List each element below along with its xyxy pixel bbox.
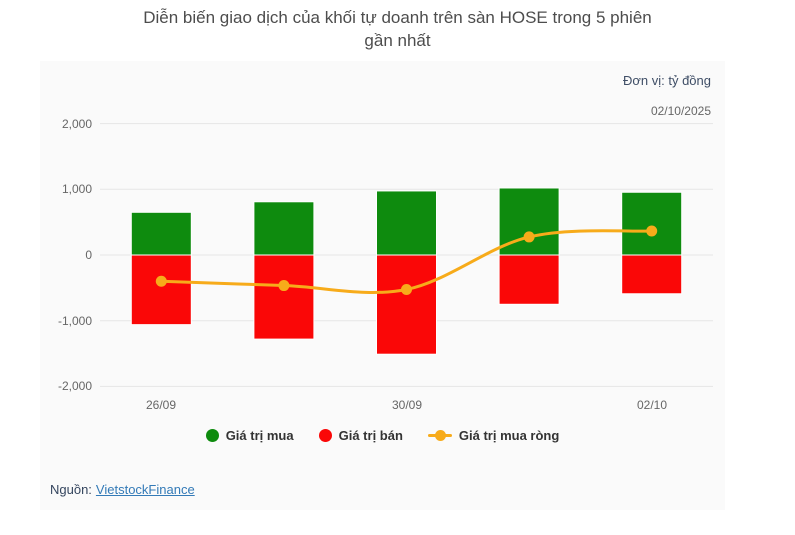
- source-link[interactable]: VietstockFinance: [95, 482, 195, 497]
- legend: Giá trị mua Giá trị bán Giá trị mua ròng: [40, 425, 725, 445]
- x-axis-label: 02/10: [636, 398, 668, 412]
- y-axis-label: -2,000: [57, 379, 92, 393]
- source-prefix: Nguồn:: [50, 482, 92, 497]
- y-axis-label: 1,000: [61, 182, 92, 196]
- legend-label-buy: Giá trị mua: [225, 427, 294, 443]
- y-axis-label: 2,000: [61, 117, 92, 131]
- unit-label: Đơn vị: tỷ đồng: [622, 73, 711, 88]
- bar-sell[interactable]: [376, 254, 437, 355]
- date-label: 02/10/2025: [650, 104, 711, 118]
- y-axis-label: 0: [85, 248, 92, 262]
- legend-item-sell[interactable]: Giá trị bán: [318, 427, 403, 443]
- chart-svg: [100, 123, 713, 387]
- sell-series-icon: [318, 428, 332, 442]
- legend-item-net[interactable]: Giá trị mua ròng: [427, 427, 560, 443]
- bar-buy[interactable]: [253, 201, 315, 256]
- legend-label-net: Giá trị mua ròng: [458, 427, 560, 443]
- net-point[interactable]: [155, 275, 167, 287]
- net-point[interactable]: [278, 280, 290, 292]
- x-axis-label: 26/09: [145, 398, 177, 412]
- x-axis-label: 30/09: [391, 398, 423, 412]
- source-note: Nguồn: VietstockFinance: [50, 482, 195, 497]
- bar-buy[interactable]: [376, 190, 437, 256]
- bar-sell[interactable]: [621, 254, 683, 295]
- buy-series-icon: [205, 428, 219, 442]
- page-title-line1: Diễn biến giao dịch của khối tự doanh tr…: [143, 8, 652, 27]
- bar-sell[interactable]: [130, 254, 192, 326]
- bar-buy[interactable]: [621, 191, 683, 256]
- bar-buy[interactable]: [130, 211, 192, 256]
- y-axis-label: -1,000: [57, 314, 92, 328]
- legend-item-buy[interactable]: Giá trị mua: [205, 427, 294, 443]
- net-series-icon: [427, 429, 452, 442]
- bar-buy[interactable]: [498, 187, 560, 256]
- net-point[interactable]: [523, 231, 535, 243]
- chart-panel: Đơn vị: tỷ đồng 02/10/2025 2,000 1,000 0…: [40, 61, 725, 510]
- page-title: Diễn biến giao dịch của khối tự doanh tr…: [0, 6, 795, 52]
- legend-label-sell: Giá trị bán: [338, 427, 403, 443]
- page-title-line2: gần nhất: [364, 31, 431, 50]
- bar-sell[interactable]: [253, 254, 315, 340]
- bar-sell[interactable]: [498, 254, 560, 305]
- net-point[interactable]: [646, 225, 658, 237]
- net-point[interactable]: [401, 283, 412, 295]
